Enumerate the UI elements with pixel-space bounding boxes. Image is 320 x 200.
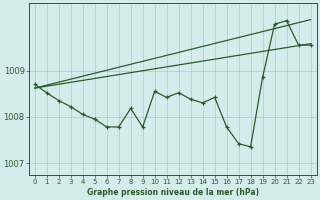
X-axis label: Graphe pression niveau de la mer (hPa): Graphe pression niveau de la mer (hPa) (87, 188, 259, 197)
